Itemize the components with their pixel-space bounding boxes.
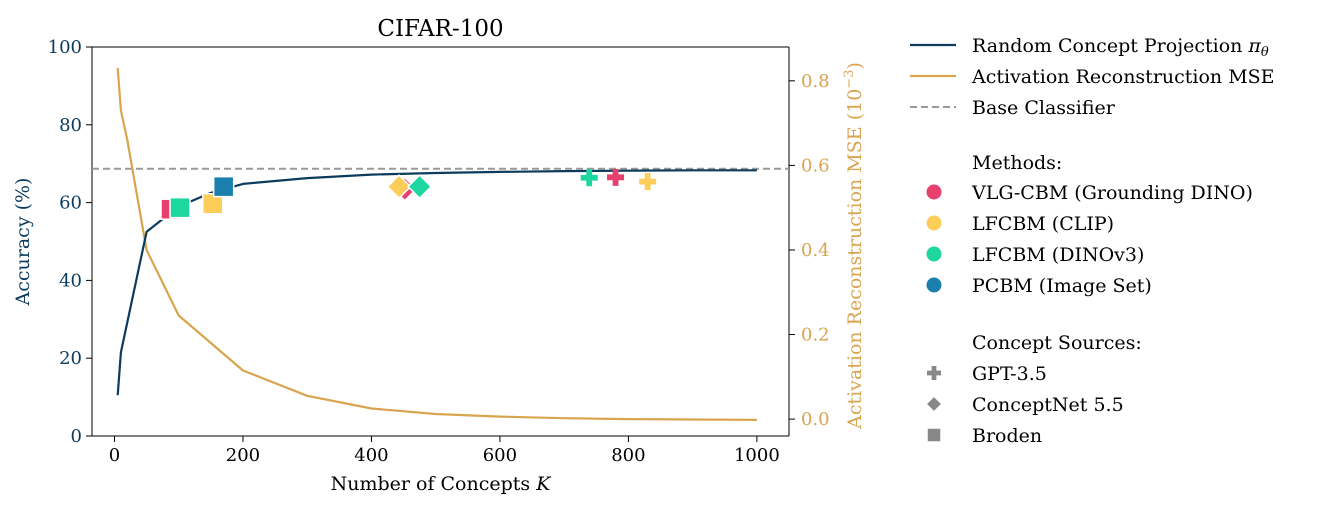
legend-conceptnet-label: ConceptNet 5.5 xyxy=(972,394,1124,416)
legend-pcbm-dot xyxy=(926,277,942,293)
legend-accuracy-label-text: Random Concept Projection xyxy=(972,35,1242,57)
legend-broden-label: Broden xyxy=(972,425,1042,447)
x-tick-label: 0 xyxy=(109,445,120,466)
mse-line xyxy=(116,68,757,421)
y-right-tick-label: 0.0 xyxy=(801,409,830,430)
legend-lfclip-label: LFCBM (CLIP) xyxy=(972,213,1114,235)
x-axis-label-symbol: K xyxy=(535,473,552,495)
lfclip-conceptnet-point xyxy=(386,174,412,200)
chart-title: CIFAR-100 xyxy=(377,16,503,42)
y-right-label-exponent: −3 xyxy=(842,70,857,89)
legend-mse-label-text: Activation Reconstruction MSE xyxy=(971,66,1275,88)
x-tick-label: 400 xyxy=(354,445,388,466)
y-right-tick-label: 0.6 xyxy=(801,155,830,176)
lfclip-gpt-point xyxy=(639,173,657,191)
vlg-gpt-point xyxy=(607,168,625,186)
lfdino-broden-point xyxy=(169,196,191,219)
legend-broden-marker xyxy=(926,427,942,443)
x-axis-label-text: Number of Concepts xyxy=(331,473,537,495)
legend-base-label: Base Classifier xyxy=(972,97,1116,119)
x-tick-label: 200 xyxy=(226,445,260,466)
legend-math-symbol: π xyxy=(1242,35,1261,57)
legend-base-label-text: Base Classifier xyxy=(972,97,1116,119)
x-tick-label: 800 xyxy=(611,445,645,466)
y-right-tick-label: 0.2 xyxy=(801,325,830,346)
lfdino-gpt-point xyxy=(580,169,598,187)
x-tick-label: 1000 xyxy=(734,445,780,466)
legend-lfclip-dot xyxy=(926,215,942,231)
legend-math-subscript: θ xyxy=(1261,45,1269,60)
y-left-tick-label: 60 xyxy=(59,193,82,214)
legend-pcbm-label: PCBM (Image Set) xyxy=(972,275,1152,297)
legend-conceptnet-marker xyxy=(925,395,943,413)
legend-methods-title: Methods: xyxy=(972,152,1062,174)
legend-lfdino-dot xyxy=(926,246,942,262)
y-left-tick-label: 80 xyxy=(59,115,82,136)
y-right-tick-label: 0.4 xyxy=(801,240,830,261)
legend: Random Concept Projection πθ Activation R… xyxy=(910,35,1275,447)
lfdino-conceptnet-point xyxy=(407,174,433,200)
plot-area: CIFAR-100 0 200 400 600 800 1000 0 20 40 60 80 100 0.… xyxy=(12,16,866,495)
legend-vlg-label: VLG-CBM (Grounding DINO) xyxy=(971,182,1253,204)
y-left-tick-label: 40 xyxy=(59,270,82,291)
x-tick-label: 600 xyxy=(483,445,517,466)
y-left-tick-label: 100 xyxy=(48,37,82,58)
legend-accuracy-label: Random Concept Projection πθ xyxy=(972,35,1269,60)
legend-vlg-dot xyxy=(926,184,942,200)
legend-gpt-label: GPT-3.5 xyxy=(972,363,1047,385)
y-left-axis-label: Accuracy (%) xyxy=(12,178,34,307)
y-left-tick-label: 20 xyxy=(59,348,82,369)
y-left-tick-label: 0 xyxy=(71,426,82,447)
y-right-tick-label: 0.8 xyxy=(801,71,830,92)
y-right-label-text: Activation Reconstruction MSE (10 xyxy=(844,89,866,430)
lfclip-broden-point xyxy=(202,193,224,215)
legend-sources-title: Concept Sources: xyxy=(972,332,1142,354)
legend-gpt-marker xyxy=(927,366,941,380)
legend-mse-label: Activation Reconstruction MSE xyxy=(971,66,1275,88)
pcbm-broden-point xyxy=(212,175,235,198)
y-right-label-close: ) xyxy=(844,62,866,69)
y-right-axis-label: Activation Reconstruction MSE (10−3) xyxy=(842,62,866,430)
legend-lfdino-label: LFCBM (DINOv3) xyxy=(972,244,1144,266)
x-axis-label: Number of Concepts K xyxy=(331,473,553,495)
